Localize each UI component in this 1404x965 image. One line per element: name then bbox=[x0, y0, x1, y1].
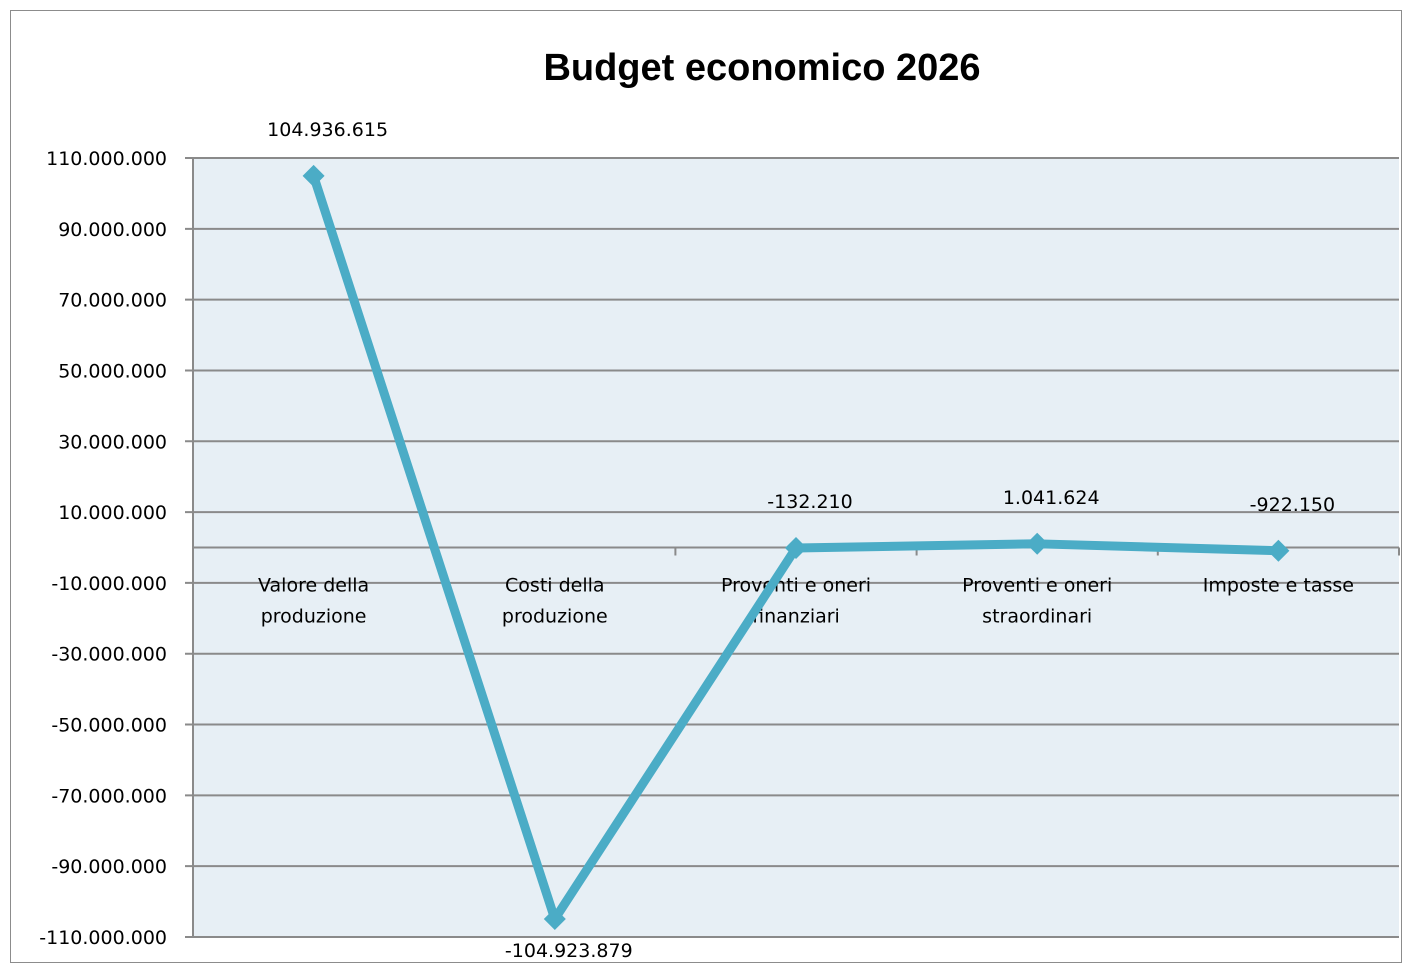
data-label: 104.936.615 bbox=[267, 119, 388, 141]
category-label: straordinari bbox=[982, 606, 1092, 628]
category-label: Proventi e oneri bbox=[721, 575, 871, 597]
y-tick-label: 110.000.000 bbox=[46, 148, 167, 170]
y-tick-label: 50.000.000 bbox=[58, 360, 167, 382]
y-tick-label: -30.000.000 bbox=[51, 644, 167, 666]
chart-title: Budget economico 2026 bbox=[543, 47, 980, 89]
data-label: -132.210 bbox=[767, 491, 852, 513]
data-label: -922.150 bbox=[1250, 494, 1335, 516]
data-point-marker bbox=[1026, 532, 1049, 555]
category-label: Imposte e tasse bbox=[1203, 575, 1354, 597]
data-point-marker bbox=[543, 908, 566, 931]
category-label: produzione bbox=[261, 606, 367, 628]
y-tick-label: -110.000.000 bbox=[39, 927, 167, 949]
data-label: -104.923.879 bbox=[505, 940, 633, 962]
y-tick-label: 10.000.000 bbox=[58, 502, 167, 524]
category-label: Valore della bbox=[258, 575, 369, 597]
y-tick-label: -50.000.000 bbox=[51, 715, 167, 737]
y-tick-label: 30.000.000 bbox=[58, 431, 167, 453]
category-label: Proventi e oneri bbox=[962, 575, 1112, 597]
category-label: finanziari bbox=[752, 606, 840, 628]
y-tick-label: 70.000.000 bbox=[58, 290, 167, 312]
data-label: 1.041.624 bbox=[1003, 487, 1100, 509]
y-tick-label: -70.000.000 bbox=[51, 785, 167, 807]
y-tick-label: -10.000.000 bbox=[51, 573, 167, 595]
data-point-marker bbox=[785, 536, 807, 559]
category-label: Costi della bbox=[505, 575, 605, 597]
category-label: produzione bbox=[502, 606, 608, 628]
y-tick-label: 90.000.000 bbox=[58, 219, 167, 241]
data-point-marker bbox=[1267, 539, 1290, 562]
y-tick-label: -90.000.000 bbox=[51, 856, 167, 878]
data-point-marker bbox=[302, 164, 325, 187]
